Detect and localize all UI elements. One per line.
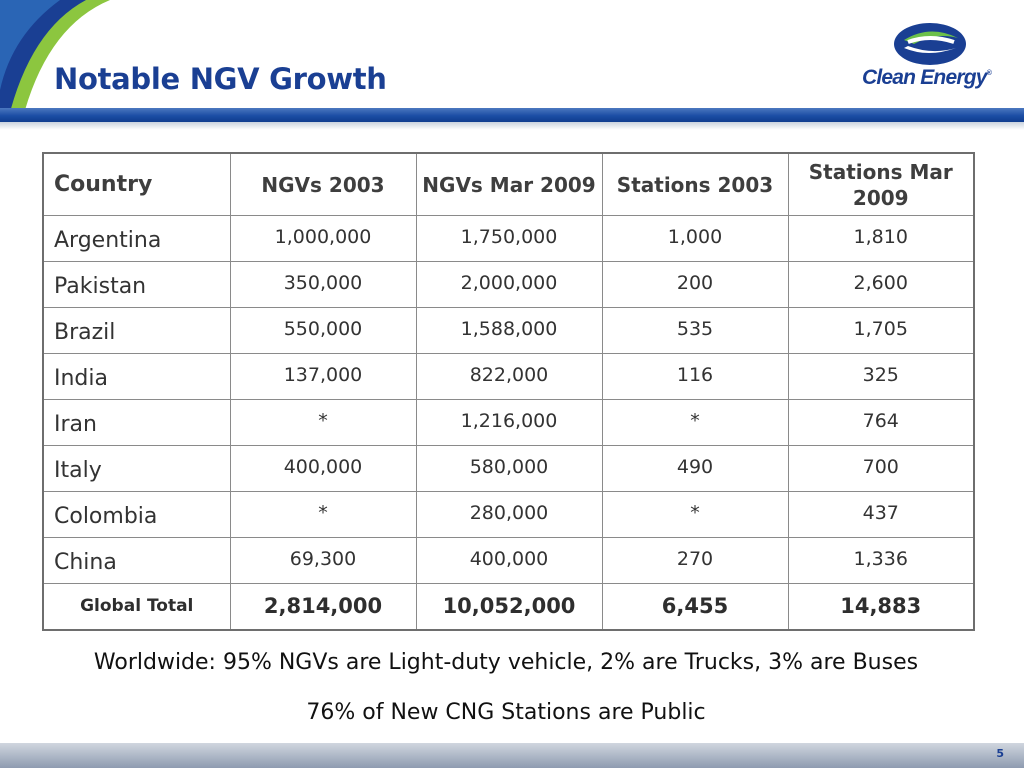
country-cell: Argentina (42, 215, 231, 262)
header-ngvs-mar-2009: NGVs Mar 2009 (415, 152, 603, 216)
country-cell: Italy (42, 445, 231, 492)
table-cell: 1,810 (787, 215, 975, 262)
total-cell: 14,883 (787, 583, 975, 630)
table-cell: 325 (787, 353, 975, 400)
table-row: Italy 400,000 580,000 490 700 (42, 445, 975, 492)
total-cell: 10,052,000 (415, 583, 603, 630)
total-cell: 6,455 (601, 583, 789, 630)
table-cell: 137,000 (229, 353, 417, 400)
table-cell: 1,705 (787, 307, 975, 354)
table-row: Colombia * 280,000 * 437 (42, 491, 975, 538)
country-cell: Pakistan (42, 261, 231, 308)
table-cell: 1,000,000 (229, 215, 417, 262)
header-bar (0, 108, 1024, 122)
table-row: Iran * 1,216,000 * 764 (42, 399, 975, 446)
total-label-cell: Global Total (42, 583, 231, 630)
country-cell: China (42, 537, 231, 584)
table-row: India 137,000 822,000 116 325 (42, 353, 975, 400)
footer-bar (0, 743, 1024, 768)
header-stations-mar-2009: Stations Mar 2009 (787, 152, 975, 216)
table-cell: 270 (601, 537, 789, 584)
header-ngvs-2003: NGVs 2003 (229, 152, 417, 216)
table-cell: 580,000 (415, 445, 603, 492)
table-cell: 1,000 (601, 215, 789, 262)
header-bar-shadow (0, 122, 1024, 130)
table-cell: 280,000 (415, 491, 603, 538)
table-cell: 69,300 (229, 537, 417, 584)
logo-wordmark: Clean Energy® (862, 66, 992, 89)
country-cell: Colombia (42, 491, 231, 538)
table-cell: * (601, 399, 789, 446)
clean-energy-logo (858, 22, 1008, 102)
table-cell: * (601, 491, 789, 538)
table-cell: 1,750,000 (415, 215, 603, 262)
table-cell: 490 (601, 445, 789, 492)
table-cell: 400,000 (415, 537, 603, 584)
table-cell: 116 (601, 353, 789, 400)
table-cell: * (229, 399, 417, 446)
total-cell: 2,814,000 (229, 583, 417, 630)
table-cell: 1,588,000 (415, 307, 603, 354)
table-cell: 350,000 (229, 261, 417, 308)
table-cell: 1,336 (787, 537, 975, 584)
table-row: Pakistan 350,000 2,000,000 200 2,600 (42, 261, 975, 308)
table-cell: * (229, 491, 417, 538)
ngv-growth-table: Country NGVs 2003 NGVs Mar 2009 Stations… (42, 152, 975, 631)
country-cell: India (42, 353, 231, 400)
table-cell: 700 (787, 445, 975, 492)
header-country: Country (42, 152, 231, 216)
table-cell: 550,000 (229, 307, 417, 354)
country-cell: Brazil (42, 307, 231, 354)
table-row: Argentina 1,000,000 1,750,000 1,000 1,81… (42, 215, 975, 262)
corner-swoosh-graphic (0, 0, 120, 120)
table-cell: 200 (601, 261, 789, 308)
table-total-row: Global Total 2,814,000 10,052,000 6,455 … (42, 583, 975, 630)
table-row: China 69,300 400,000 270 1,336 (42, 537, 975, 584)
table-cell: 822,000 (415, 353, 603, 400)
table-cell: 2,000,000 (415, 261, 603, 308)
page-number: 5 (996, 747, 1004, 760)
table-cell: 764 (787, 399, 975, 446)
note-public-stations: 76% of New CNG Stations are Public (306, 700, 706, 725)
table-cell: 2,600 (787, 261, 975, 308)
note-vehicle-mix: Worldwide: 95% NGVs are Light-duty vehic… (93, 650, 919, 675)
table-cell: 437 (787, 491, 975, 538)
country-cell: Iran (42, 399, 231, 446)
slide-title: Notable NGV Growth (54, 62, 387, 96)
table-row: Brazil 550,000 1,588,000 535 1,705 (42, 307, 975, 354)
table-cell: 400,000 (229, 445, 417, 492)
header-stations-2003: Stations 2003 (601, 152, 789, 216)
table-cell: 1,216,000 (415, 399, 603, 446)
table-cell: 535 (601, 307, 789, 354)
table-header-row: Country NGVs 2003 NGVs Mar 2009 Stations… (42, 152, 975, 216)
